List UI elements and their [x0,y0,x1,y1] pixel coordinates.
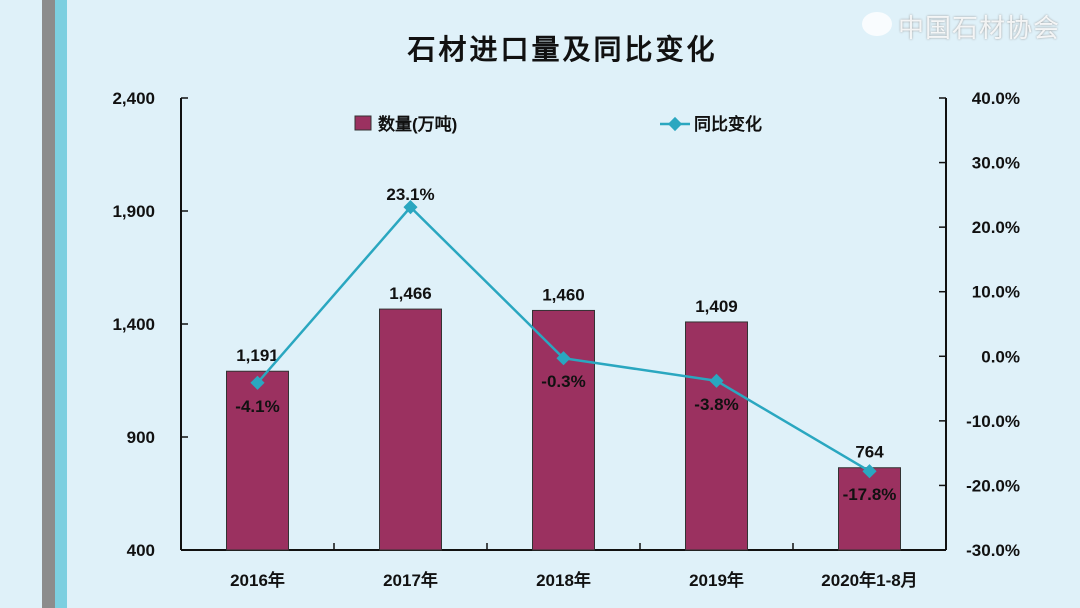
line-marker [862,464,877,479]
line-data-label: -17.8% [843,485,897,504]
left-tick-label: 2,400 [112,89,155,108]
bar-data-label: 1,409 [695,297,738,316]
wechat-icon [862,12,892,36]
legend-line-marker [667,116,683,132]
right-tick-label: 0.0% [981,347,1020,366]
right-tick-label: 40.0% [972,89,1020,108]
bar-data-label: 1,191 [236,346,279,365]
legend-bar-label: 数量(万吨) [378,114,457,134]
line-data-label: 23.1% [386,185,434,204]
line-data-label: -3.8% [694,395,738,414]
legend-line-label: 同比变化 [694,114,762,134]
right-tick-label: 10.0% [972,283,1020,302]
line-marker [556,351,571,366]
x-tick-label: 2018年 [536,570,591,590]
watermark: 中国石材协会 [898,13,1061,43]
x-tick-label: 2016年 [230,570,285,590]
right-tick-label: 30.0% [972,154,1020,173]
bar-data-label: 1,466 [389,284,432,303]
right-tick-label: -10.0% [966,412,1020,431]
x-tick-label: 2019年 [689,570,744,590]
left-tick-label: 900 [127,428,155,447]
right-tick-label: -20.0% [966,476,1020,495]
left-tick-label: 1,900 [112,202,155,221]
right-tick-label: 20.0% [972,218,1020,237]
bar [379,308,442,551]
bar [838,467,901,551]
left-tick-label: 400 [127,541,155,560]
bar [685,321,748,551]
x-tick-label: 2020年1-8月 [821,570,917,590]
x-tick-label: 2017年 [383,570,438,590]
line-marker [250,375,265,390]
line-data-label: -4.1% [235,397,279,416]
bar [532,309,595,551]
legend-bar-swatch [354,115,372,131]
bar [226,370,289,551]
bar-data-label: 1,460 [542,285,585,304]
bar-data-label: 764 [855,443,884,462]
chart-title: 石材进口量及同比变化 [407,33,718,66]
line-marker [403,200,418,215]
line-data-label: -0.3% [541,372,585,391]
line-marker [709,373,724,388]
right-tick-label: -30.0% [966,541,1020,560]
left-stripe-gray [42,0,55,608]
left-stripe-cyan [55,0,67,608]
left-tick-label: 1,400 [112,315,155,334]
